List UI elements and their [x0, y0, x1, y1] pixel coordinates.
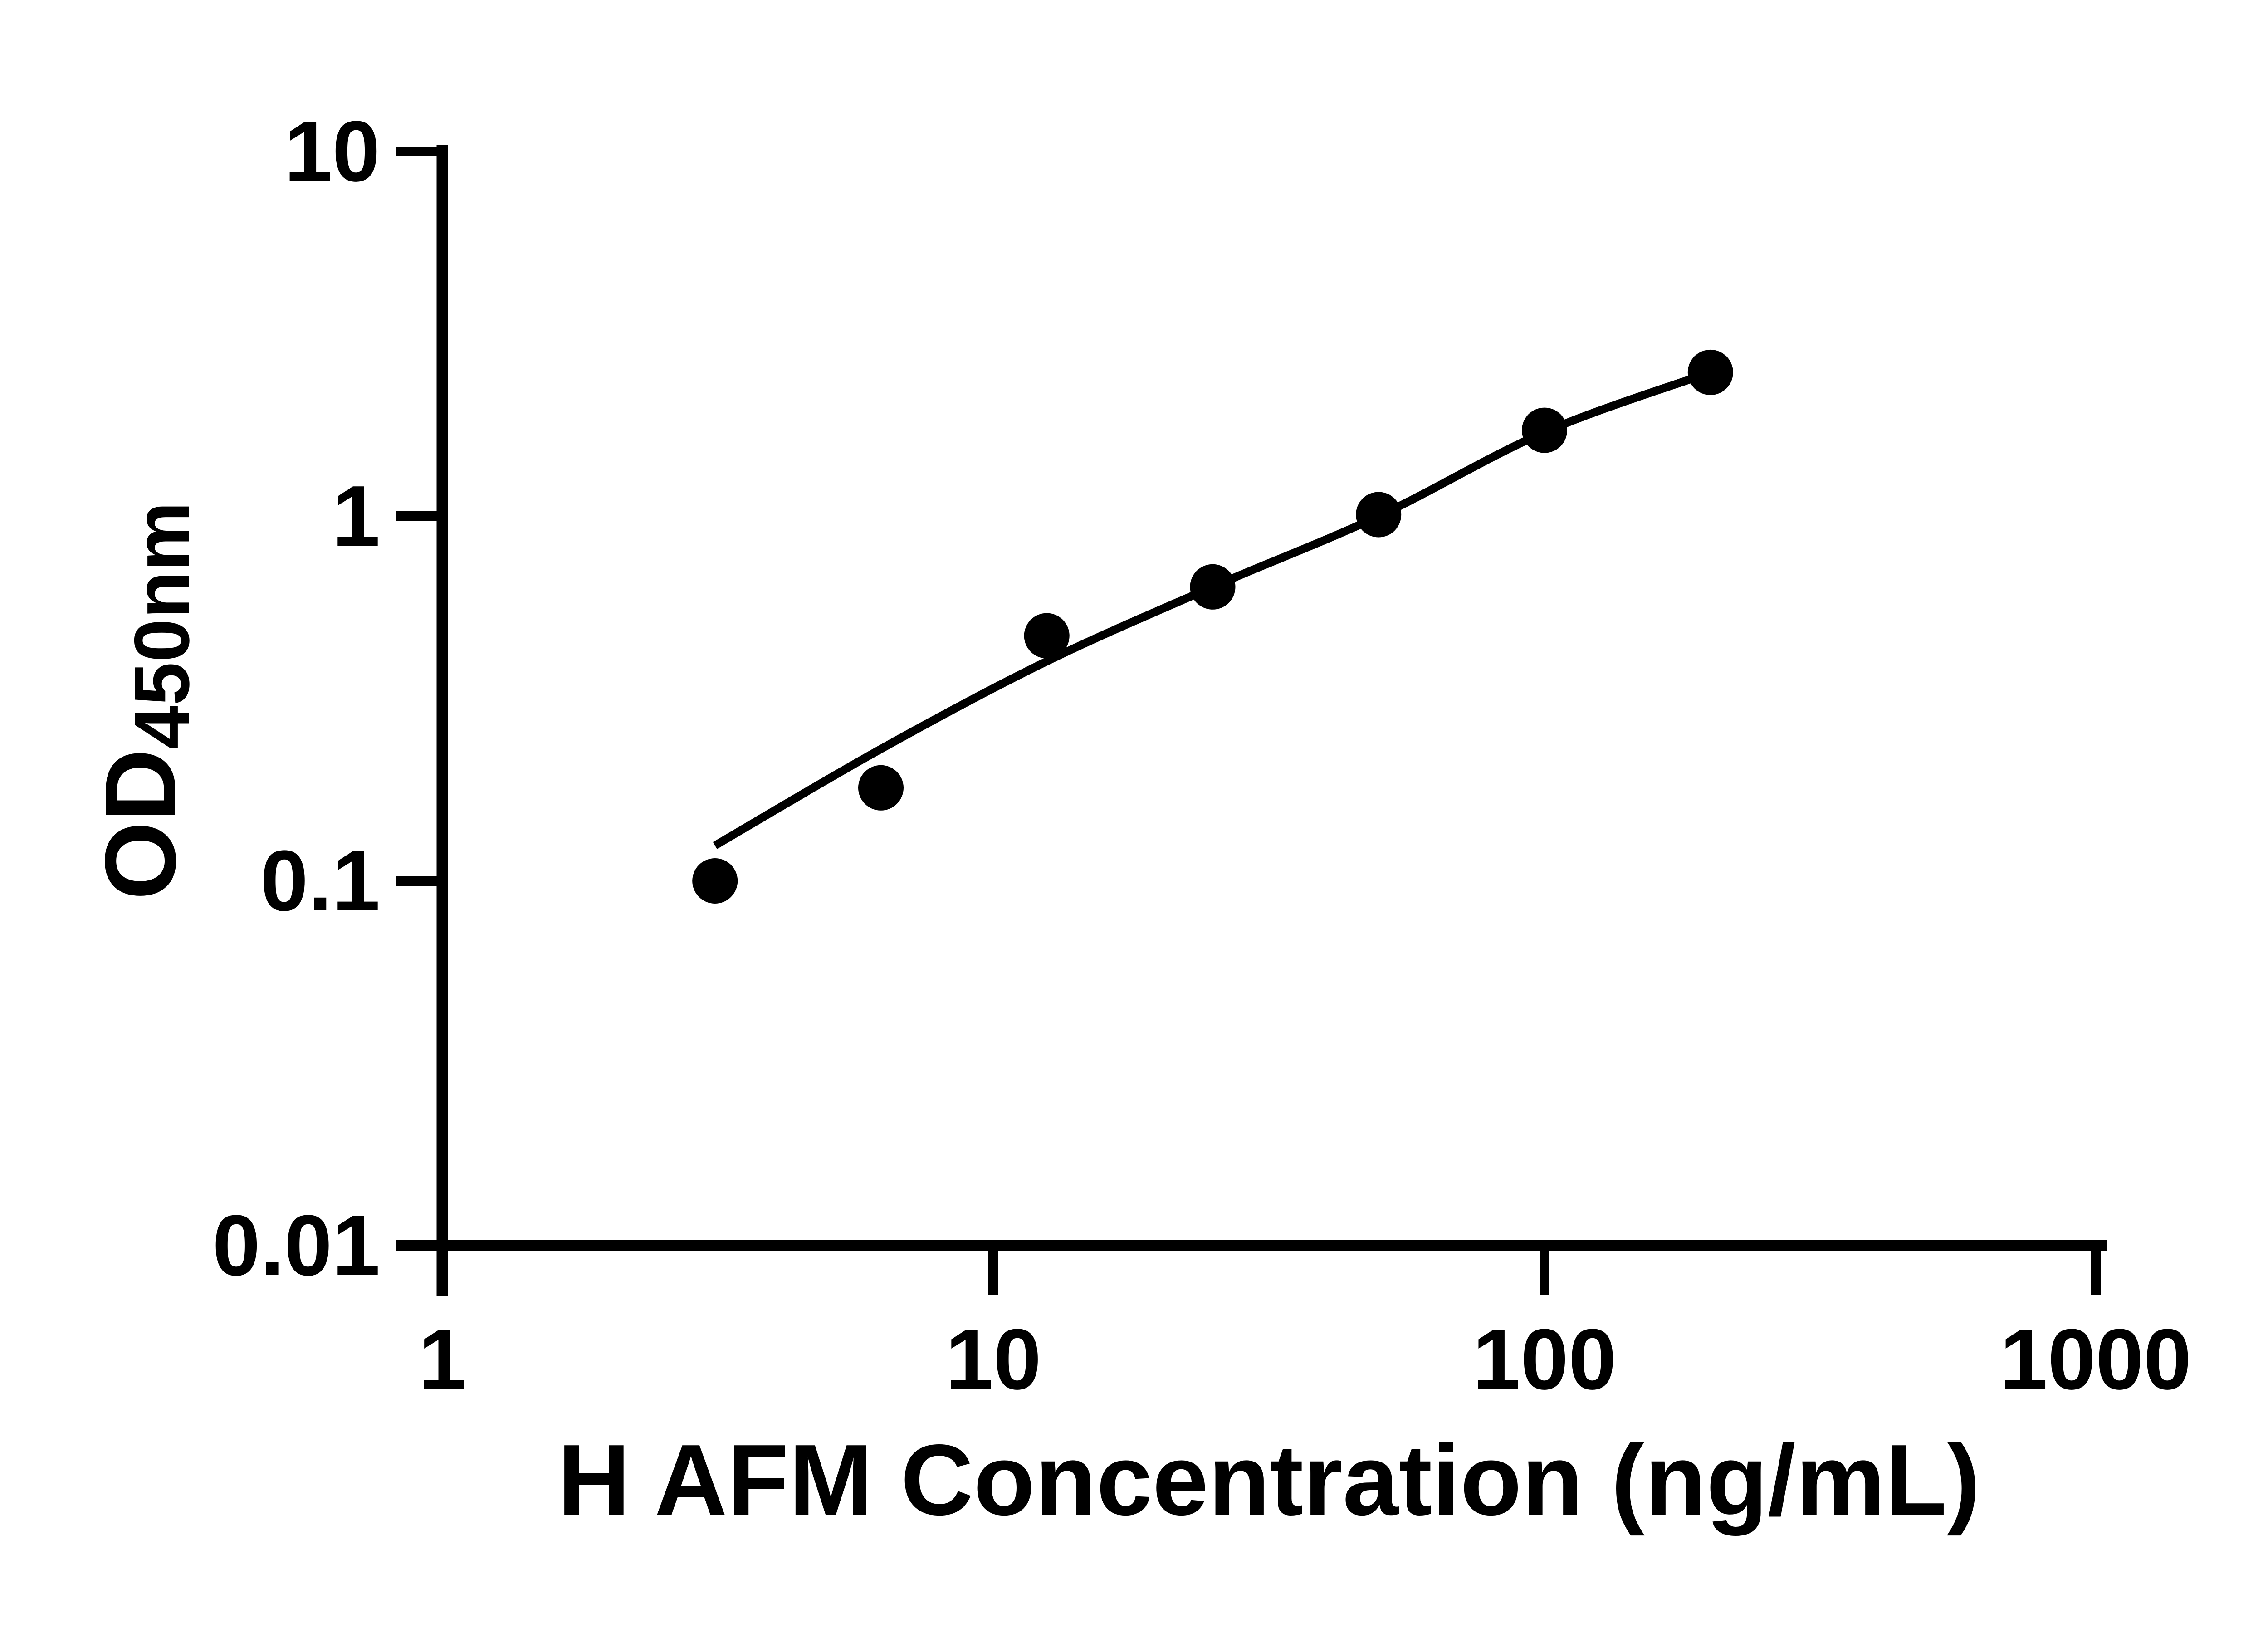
data-points	[692, 349, 1733, 904]
y-tick-label-10: 10	[284, 103, 380, 200]
data-point-200ng-ml	[1687, 349, 1733, 395]
y-axis-title-subscript: 450nm	[118, 502, 205, 749]
y-tick-label-1: 1	[332, 468, 380, 564]
y-tick-label-0.1: 0.1	[260, 833, 380, 929]
data-point-25ng-ml	[1190, 564, 1236, 610]
x-axis-title: H AFM Concentration (ng/mL)	[557, 1424, 1980, 1536]
x-tick-label-1: 1	[418, 1311, 466, 1408]
y-tick-label-0.01: 0.01	[212, 1198, 380, 1294]
x-tick-label-100: 100	[1472, 1311, 1617, 1408]
x-tick-label-1000: 1000	[1999, 1311, 2192, 1408]
data-point-6.25ng-ml	[858, 765, 904, 811]
y-axis-title: OD450nm	[84, 502, 205, 900]
data-point-12.5ng-ml	[1024, 613, 1070, 659]
data-point-100ng-ml	[1522, 407, 1567, 453]
axes	[396, 145, 2107, 1296]
y-axis-title-main: OD	[84, 748, 197, 900]
data-point-3.125ng-ml	[692, 858, 738, 904]
x-tick-label-10: 10	[945, 1311, 1041, 1408]
data-point-50ng-ml	[1356, 492, 1402, 538]
